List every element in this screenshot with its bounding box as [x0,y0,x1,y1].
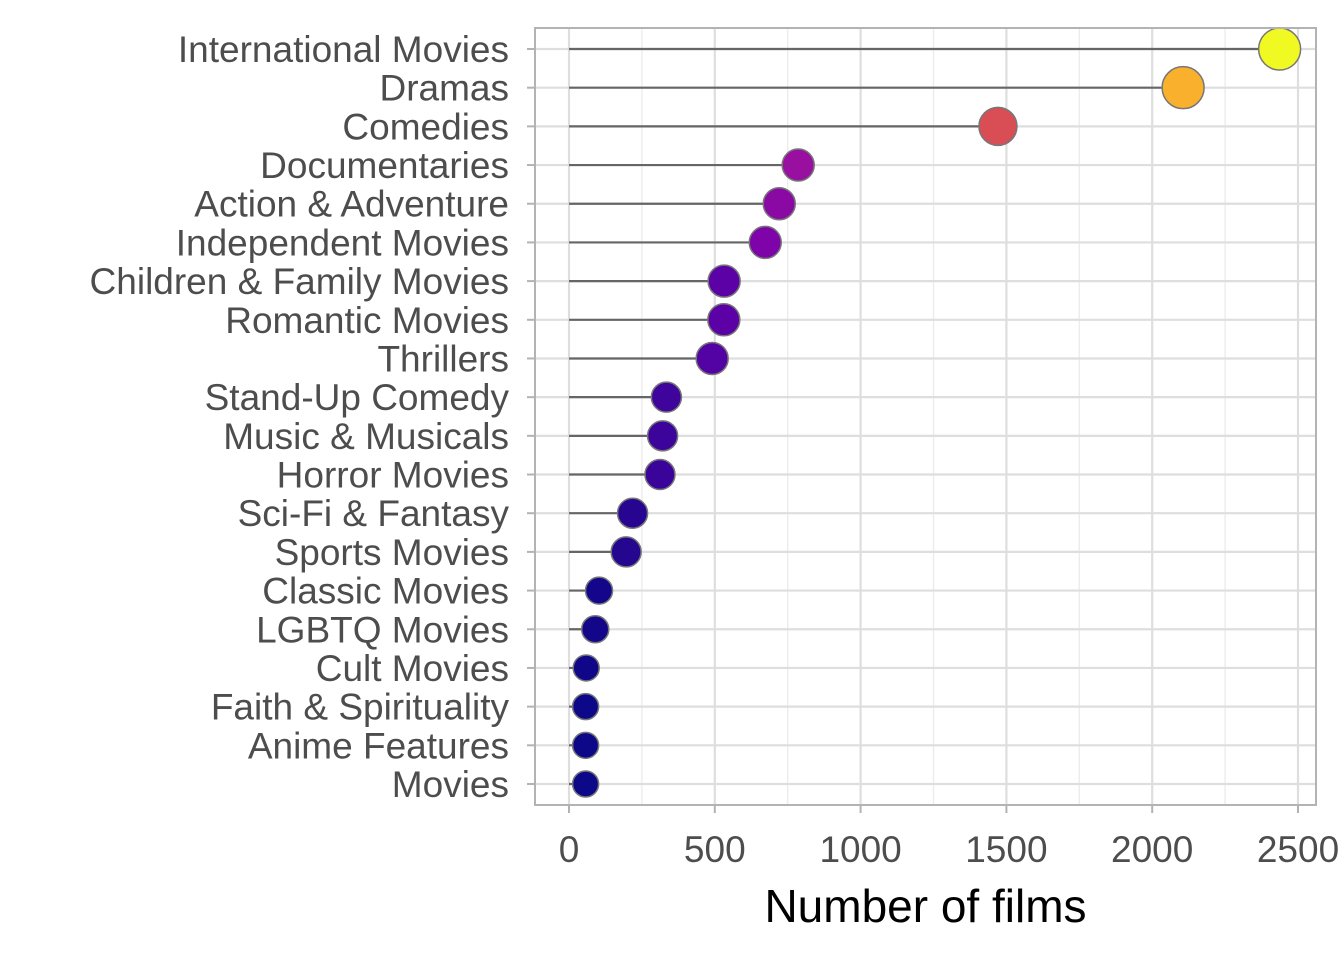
y-tick-label: Sports Movies [275,532,509,573]
panel-border [534,27,1317,806]
data-point [610,536,642,568]
y-tick-label: Horror Movies [277,455,509,496]
y-tick-label: Romantic Movies [225,300,509,341]
y-tick-label: Dramas [379,68,509,109]
y-axis: International MoviesDramasComediesDocume… [90,29,535,805]
y-tick-label: Cult Movies [316,648,509,689]
y-tick-label: Classic Movies [262,571,509,612]
data-point [572,654,600,682]
y-tick-label: Anime Features [248,725,509,766]
x-tick-label: 1500 [965,829,1047,870]
y-tick-label: Movies [392,764,509,805]
data-point [707,264,741,298]
data-point [646,420,679,452]
data-point [762,186,796,221]
x-tick-label: 2500 [1257,829,1339,870]
data-point [781,148,815,182]
points [571,27,1302,798]
y-tick-label: Comedies [342,106,509,147]
data-point [707,303,741,337]
data-point [644,458,676,491]
data-point [571,692,600,721]
data-point [571,770,600,798]
data-point [1161,65,1205,110]
x-tick-label: 500 [684,829,746,870]
y-tick-label: Independent Movies [176,222,509,263]
y-tick-label: Action & Adventure [194,184,509,225]
x-tick-label: 0 [559,829,580,870]
data-point [748,225,782,260]
data-point [580,615,610,644]
x-axis-title: Number of films [764,880,1086,932]
y-tick-label: Documentaries [260,145,509,186]
data-point [616,497,649,529]
y-tick-label: Faith & Spirituality [211,687,510,728]
data-point [571,731,600,760]
y-tick-label: Music & Musicals [223,416,509,457]
data-point [695,341,729,376]
data-point [978,106,1018,147]
y-tick-label: Thrillers [377,338,509,379]
y-tick-label: LGBTQ Movies [256,609,509,650]
y-tick-label: Children & Family Movies [90,261,509,302]
x-tick-label: 2000 [1111,829,1193,870]
data-point [650,381,683,413]
data-point [584,576,614,605]
x-axis: 0 500 1000 1500 2000 2500 [559,805,1339,870]
data-point [1257,27,1302,71]
y-tick-label: International Movies [178,29,509,70]
y-tick-label: Sci-Fi & Fantasy [238,493,510,534]
y-tick-label: Stand-Up Comedy [205,377,510,418]
x-tick-label: 1000 [819,829,901,870]
panel-background [535,28,1316,805]
